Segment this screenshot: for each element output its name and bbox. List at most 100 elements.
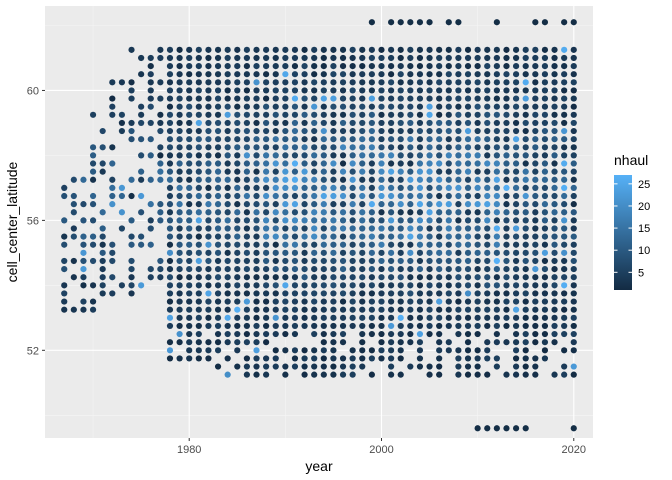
data-point bbox=[484, 314, 491, 321]
data-point bbox=[397, 62, 404, 70]
data-point bbox=[263, 136, 270, 143]
data-point bbox=[397, 314, 404, 321]
data-point bbox=[243, 103, 250, 110]
data-point bbox=[301, 160, 308, 167]
data-point bbox=[426, 266, 433, 273]
data-point bbox=[291, 241, 299, 248]
data-point bbox=[253, 71, 260, 78]
data-point bbox=[464, 322, 472, 330]
data-point bbox=[416, 282, 424, 289]
data-point bbox=[291, 176, 299, 183]
data-point bbox=[272, 62, 279, 70]
data-point bbox=[359, 119, 366, 127]
data-point bbox=[234, 233, 241, 240]
data-point bbox=[186, 266, 193, 273]
data-point bbox=[214, 217, 222, 224]
data-point bbox=[147, 217, 154, 224]
data-point bbox=[263, 152, 270, 159]
data-point bbox=[291, 62, 299, 70]
data-point bbox=[426, 314, 433, 321]
data-point bbox=[109, 176, 116, 183]
data-point bbox=[311, 233, 318, 240]
data-point bbox=[291, 201, 299, 208]
data-point bbox=[330, 266, 337, 273]
data-point bbox=[291, 233, 299, 240]
data-point bbox=[359, 209, 366, 216]
data-point bbox=[214, 249, 222, 256]
data-point bbox=[109, 241, 116, 248]
data-point bbox=[291, 330, 299, 338]
data-point bbox=[484, 79, 491, 86]
data-point bbox=[339, 192, 347, 200]
data-point bbox=[388, 249, 395, 256]
data-point bbox=[561, 184, 568, 191]
data-point bbox=[291, 282, 299, 289]
data-point bbox=[195, 314, 202, 321]
data-point bbox=[166, 136, 174, 143]
data-point bbox=[176, 54, 183, 62]
y-tick-label: 56 bbox=[27, 215, 39, 227]
data-point bbox=[416, 274, 424, 281]
data-point bbox=[397, 127, 404, 135]
data-point bbox=[234, 363, 241, 370]
data-point bbox=[493, 160, 500, 167]
data-point bbox=[311, 201, 318, 208]
data-point bbox=[445, 322, 452, 330]
data-point bbox=[166, 241, 174, 248]
data-point bbox=[301, 119, 308, 127]
data-point bbox=[503, 87, 510, 94]
data-point bbox=[214, 95, 222, 102]
data-point bbox=[561, 71, 568, 78]
data-point bbox=[426, 144, 433, 151]
data-point bbox=[532, 257, 539, 265]
data-point bbox=[349, 119, 356, 127]
data-point bbox=[455, 87, 462, 94]
data-point bbox=[561, 363, 568, 370]
data-point bbox=[368, 298, 375, 305]
data-point bbox=[253, 330, 260, 338]
data-point bbox=[378, 355, 385, 362]
data-point bbox=[464, 209, 472, 216]
data-point bbox=[89, 168, 97, 175]
data-point bbox=[397, 54, 404, 62]
data-point bbox=[186, 274, 193, 281]
x-tick-label: 2020 bbox=[562, 444, 586, 456]
data-point bbox=[157, 201, 164, 208]
data-point bbox=[474, 79, 481, 86]
data-point bbox=[416, 62, 424, 70]
data-point bbox=[455, 176, 462, 183]
data-point bbox=[349, 201, 356, 208]
data-point bbox=[378, 241, 385, 248]
data-point bbox=[416, 119, 424, 127]
data-point bbox=[263, 103, 270, 110]
data-point bbox=[416, 95, 424, 102]
data-point bbox=[416, 192, 424, 200]
data-point bbox=[561, 241, 568, 248]
data-point bbox=[205, 176, 212, 183]
data-point bbox=[349, 209, 356, 216]
data-point bbox=[397, 241, 404, 248]
data-point bbox=[484, 322, 491, 330]
data-point bbox=[176, 184, 183, 191]
data-point bbox=[253, 87, 260, 94]
data-point bbox=[282, 103, 289, 110]
data-point bbox=[512, 160, 520, 167]
data-point bbox=[282, 322, 289, 330]
data-point bbox=[532, 266, 539, 273]
data-point bbox=[320, 127, 327, 135]
data-point bbox=[176, 95, 183, 102]
data-point bbox=[541, 184, 549, 191]
data-point bbox=[464, 249, 472, 256]
data-point bbox=[445, 298, 452, 305]
data-point bbox=[474, 71, 481, 78]
data-point bbox=[541, 241, 549, 248]
data-point bbox=[272, 87, 279, 94]
data-point bbox=[253, 249, 260, 256]
data-point bbox=[272, 249, 279, 256]
data-point bbox=[166, 46, 174, 53]
data-point bbox=[195, 160, 202, 167]
data-point bbox=[368, 225, 375, 232]
data-point bbox=[282, 192, 289, 200]
data-point bbox=[416, 233, 424, 240]
